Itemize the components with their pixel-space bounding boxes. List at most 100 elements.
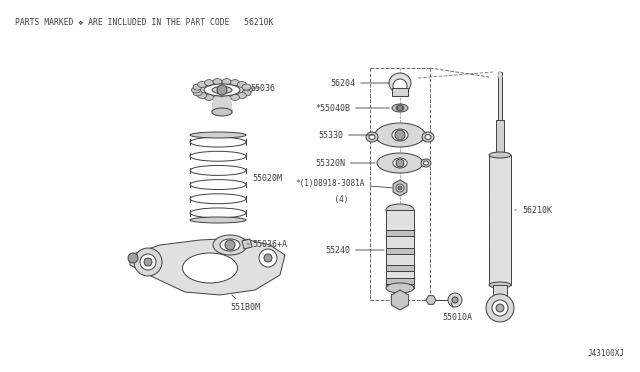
Circle shape xyxy=(396,159,404,167)
Ellipse shape xyxy=(190,137,246,147)
Text: *55040B: *55040B xyxy=(315,103,389,112)
Circle shape xyxy=(128,253,138,263)
Polygon shape xyxy=(393,180,407,196)
Ellipse shape xyxy=(421,159,431,167)
Ellipse shape xyxy=(230,94,239,100)
Circle shape xyxy=(452,297,458,303)
Polygon shape xyxy=(130,238,285,295)
Ellipse shape xyxy=(377,153,423,173)
Bar xyxy=(489,155,511,285)
Ellipse shape xyxy=(191,87,200,93)
Circle shape xyxy=(144,258,152,266)
Text: 55320N: 55320N xyxy=(315,158,375,167)
Text: 55240: 55240 xyxy=(325,246,384,254)
Circle shape xyxy=(259,249,277,267)
Ellipse shape xyxy=(222,95,231,102)
Ellipse shape xyxy=(242,90,251,96)
Bar xyxy=(493,285,507,300)
Ellipse shape xyxy=(389,73,411,93)
Circle shape xyxy=(225,240,235,250)
Bar xyxy=(386,230,414,236)
Circle shape xyxy=(492,300,508,316)
Bar xyxy=(386,265,414,271)
Circle shape xyxy=(396,184,404,192)
Text: *(1)08918-3081A: *(1)08918-3081A xyxy=(295,179,392,188)
Ellipse shape xyxy=(425,135,431,140)
Polygon shape xyxy=(391,290,409,310)
Polygon shape xyxy=(498,72,502,77)
Ellipse shape xyxy=(396,106,404,110)
Ellipse shape xyxy=(195,81,249,99)
Ellipse shape xyxy=(193,90,202,96)
Circle shape xyxy=(397,105,403,111)
Ellipse shape xyxy=(393,79,407,93)
Ellipse shape xyxy=(366,132,378,142)
Bar xyxy=(392,88,408,96)
Text: 56204: 56204 xyxy=(330,78,389,87)
Text: J43100XJ: J43100XJ xyxy=(588,349,625,358)
Circle shape xyxy=(140,254,156,270)
Text: 55036+A: 55036+A xyxy=(247,240,287,248)
Text: 55020M: 55020M xyxy=(246,173,282,183)
Ellipse shape xyxy=(212,87,232,93)
Polygon shape xyxy=(426,296,436,304)
Circle shape xyxy=(217,85,227,95)
Ellipse shape xyxy=(204,84,240,96)
Text: (4): (4) xyxy=(316,195,348,204)
Ellipse shape xyxy=(422,132,434,142)
Polygon shape xyxy=(242,239,252,249)
Ellipse shape xyxy=(392,104,408,112)
Circle shape xyxy=(395,130,405,140)
Ellipse shape xyxy=(237,93,246,99)
Ellipse shape xyxy=(220,239,240,251)
Ellipse shape xyxy=(375,123,425,147)
Ellipse shape xyxy=(222,78,231,84)
Circle shape xyxy=(496,304,504,312)
Bar xyxy=(386,278,414,284)
Bar xyxy=(386,210,414,288)
Circle shape xyxy=(134,248,162,276)
Ellipse shape xyxy=(190,166,246,175)
Text: 55010A: 55010A xyxy=(442,302,472,323)
Ellipse shape xyxy=(212,108,232,116)
Ellipse shape xyxy=(237,81,246,87)
Ellipse shape xyxy=(230,80,239,86)
Ellipse shape xyxy=(193,84,202,90)
Ellipse shape xyxy=(424,161,429,165)
Ellipse shape xyxy=(198,93,207,99)
Circle shape xyxy=(448,293,462,307)
Ellipse shape xyxy=(190,151,246,161)
Bar xyxy=(386,248,414,254)
Ellipse shape xyxy=(198,81,207,87)
Ellipse shape xyxy=(190,194,246,204)
Ellipse shape xyxy=(392,129,408,141)
Circle shape xyxy=(264,254,272,262)
Text: 551B0M: 551B0M xyxy=(230,295,260,312)
Polygon shape xyxy=(212,98,232,112)
Ellipse shape xyxy=(243,87,253,93)
Text: 55330: 55330 xyxy=(318,131,373,140)
Ellipse shape xyxy=(205,94,214,100)
Circle shape xyxy=(486,294,514,322)
Ellipse shape xyxy=(190,208,246,218)
Ellipse shape xyxy=(213,95,222,102)
Bar xyxy=(498,72,502,120)
Ellipse shape xyxy=(213,78,222,84)
Ellipse shape xyxy=(190,132,246,138)
Ellipse shape xyxy=(213,235,247,255)
Text: 55036: 55036 xyxy=(250,83,275,93)
Bar xyxy=(496,120,504,160)
Text: 56210K: 56210K xyxy=(515,205,552,215)
Ellipse shape xyxy=(205,80,214,86)
Circle shape xyxy=(398,186,402,190)
Ellipse shape xyxy=(386,204,414,216)
Ellipse shape xyxy=(393,158,407,168)
Text: PARTS MARKED ❖ ARE INCLUDED IN THE PART CODE   56210K: PARTS MARKED ❖ ARE INCLUDED IN THE PART … xyxy=(15,18,273,27)
Ellipse shape xyxy=(190,180,246,190)
Ellipse shape xyxy=(489,282,511,288)
Ellipse shape xyxy=(489,152,511,158)
Ellipse shape xyxy=(369,135,375,140)
Ellipse shape xyxy=(190,217,246,223)
Ellipse shape xyxy=(242,84,251,90)
Ellipse shape xyxy=(182,253,237,283)
